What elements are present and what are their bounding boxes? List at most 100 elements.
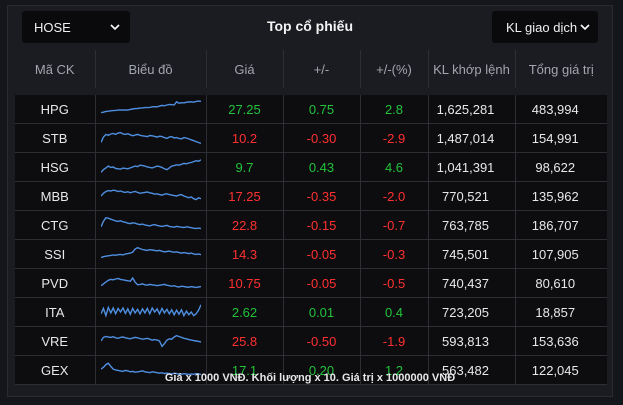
exchange-select[interactable]: HOSE: [22, 11, 130, 43]
price-value: 27.25: [205, 95, 283, 124]
column-header-code[interactable]: Mã CK: [34, 61, 75, 77]
price-value: 17.25: [205, 181, 283, 211]
price-value: 10.2: [205, 123, 283, 153]
change-pct-value: -0.5: [359, 268, 428, 298]
total-value: 18,857: [514, 297, 607, 327]
change-pct-value: -0.7: [359, 210, 428, 240]
sparkline-path: [100, 304, 201, 318]
change-pct-value: -2.0: [359, 181, 428, 211]
column-header-change[interactable]: +/-: [282, 50, 360, 88]
change-pct-value: -1.9: [359, 326, 428, 356]
table-body: HPG 27.25 0.75 2.8 1,625,281 483,994 STB 10.2 -0…: [15, 95, 607, 385]
change-pct-value: 0.4: [359, 297, 428, 327]
sparkline-path: [100, 100, 201, 114]
sparkline-chart: [100, 334, 201, 348]
price-value: 14.3: [205, 239, 283, 269]
change-value: 0.20: [282, 355, 360, 385]
table-row[interactable]: MBB 17.25 -0.35 -2.0 770,521 135,962: [15, 181, 607, 211]
change-pct-value: -2.9: [359, 123, 428, 153]
sparkline-chart: [100, 217, 201, 230]
panel-title: Top cổ phiếu: [266, 18, 354, 34]
price-value: 17.1: [205, 355, 283, 385]
units-note: Giá x 1000 VNĐ. Khối lượng x 10. Giá trị…: [164, 372, 456, 384]
table-row[interactable]: CTG 22.8 -0.15 -0.7 763,785 186,707: [15, 210, 607, 240]
volume-value: 593,813: [427, 326, 515, 356]
sparkline-path: [100, 159, 201, 173]
table-row[interactable]: ITA 2.62 0.01 0.4 723,205 18,857: [15, 297, 607, 327]
volume-value: 770,521: [427, 181, 515, 211]
volume-value: 763,785: [427, 210, 515, 240]
total-value: 483,994: [514, 95, 607, 124]
stock-code[interactable]: STB: [15, 123, 95, 153]
sparkline-chart: [100, 276, 201, 289]
table-row[interactable]: STB 10.2 -0.30 -2.9 1,487,014 154,991: [15, 123, 607, 153]
change-value: -0.30: [282, 123, 360, 153]
sparkline-cell: [94, 326, 206, 356]
sparkline-path: [100, 276, 201, 289]
column-header-change-pct[interactable]: +/-(%): [359, 50, 428, 88]
sparkline-chart: [100, 189, 201, 201]
column-header-chart: Biểu đồ: [94, 50, 206, 88]
sparkline-cell: [94, 210, 206, 240]
total-value: 153,636: [514, 326, 607, 356]
column-header-volume[interactable]: KL khớp lệnh: [427, 50, 515, 88]
sparkline-chart: [100, 304, 201, 318]
change-value: 0.75: [282, 95, 360, 124]
sparkline-path: [100, 246, 201, 259]
sparkline-chart: [100, 100, 201, 114]
stock-code[interactable]: VRE: [15, 326, 95, 356]
change-pct-value: -0.3: [359, 239, 428, 269]
table-row[interactable]: VRE 25.8 -0.50 -1.9 593,813 153,636: [15, 326, 607, 356]
total-value: 135,962: [514, 181, 607, 211]
price-value: 9.7: [205, 152, 283, 182]
stock-code[interactable]: PVD: [15, 268, 95, 298]
stock-code[interactable]: HPG: [15, 95, 95, 124]
volume-value: 745,501: [427, 239, 515, 269]
table-row[interactable]: GEX 17.1 0.20 1.2 563,482 122,045: [15, 355, 607, 385]
stocks-table: Mã CK Biểu đồ Giá +/- +/-(%) KL khớp lện…: [15, 50, 607, 385]
table-row[interactable]: HSG 9.7 0.43 4.6 1,041,391 98,622: [15, 152, 607, 182]
sparkline-path: [100, 217, 201, 230]
volume-value: 723,205: [427, 297, 515, 327]
total-value: 186,707: [514, 210, 607, 240]
stock-code[interactable]: GEX: [15, 355, 95, 385]
price-value: 22.8: [205, 210, 283, 240]
sparkline-cell: [94, 95, 206, 124]
table-row[interactable]: SSI 14.3 -0.05 -0.3 745,501 107,905: [15, 239, 607, 269]
sort-select[interactable]: KL giao dịch: [492, 11, 598, 43]
sparkline-path: [100, 131, 201, 145]
sparkline-chart: [100, 131, 201, 145]
stock-code[interactable]: SSI: [15, 239, 95, 269]
table-row[interactable]: HPG 27.25 0.75 2.8 1,625,281 483,994: [15, 95, 607, 124]
total-value: 98,622: [514, 152, 607, 182]
stock-code[interactable]: CTG: [15, 210, 95, 240]
chevron-down-icon: [110, 24, 120, 31]
stock-code[interactable]: ITA: [15, 297, 95, 327]
table-header-row: Mã CK Biểu đồ Giá +/- +/-(%) KL khớp lện…: [15, 50, 607, 88]
change-pct-value: 1.2: [359, 355, 428, 385]
total-value: 154,991: [514, 123, 607, 153]
change-value: -0.15: [282, 210, 360, 240]
sparkline-chart: [100, 159, 201, 173]
stock-code[interactable]: MBB: [15, 181, 95, 211]
sparkline-chart: [100, 246, 201, 259]
price-value: 2.62: [205, 297, 283, 327]
sparkline-cell: [94, 297, 206, 327]
sparkline-cell: [94, 152, 206, 182]
column-header-value[interactable]: Tổng giá trị: [514, 50, 607, 88]
change-value: 0.01: [282, 297, 360, 327]
stock-code[interactable]: HSG: [15, 152, 95, 182]
column-header-price[interactable]: Giá: [205, 50, 283, 88]
sparkline-cell: [94, 268, 206, 298]
panel-header: HOSE Top cổ phiếu KL giao dịch: [8, 6, 612, 50]
sort-select-value: KL giao dịch: [506, 19, 578, 35]
change-value: -0.05: [282, 239, 360, 269]
table-row[interactable]: PVD 10.75 -0.05 -0.5 740,437 80,610: [15, 268, 607, 298]
top-stocks-panel: HOSE Top cổ phiếu KL giao dịch Mã CK Biể…: [7, 5, 613, 397]
sparkline-path: [100, 189, 201, 201]
change-pct-value: 2.8: [359, 95, 428, 124]
price-value: 10.75: [205, 268, 283, 298]
sparkline-cell: [94, 181, 206, 211]
volume-value: 1,625,281: [427, 95, 515, 124]
volume-value: 1,487,014: [427, 123, 515, 153]
